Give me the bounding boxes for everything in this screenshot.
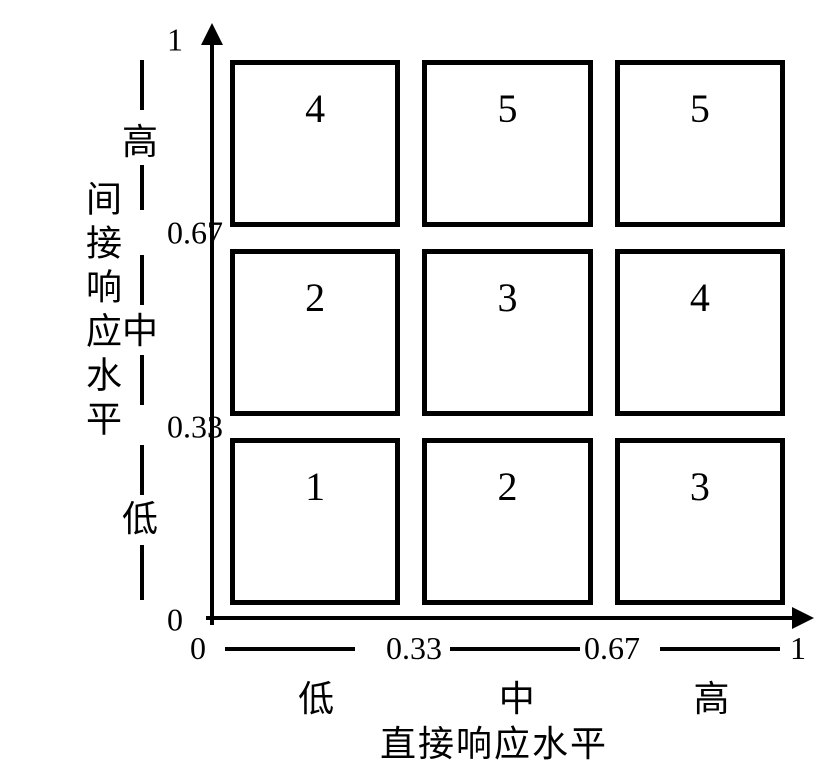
matrix-cell: 4 (230, 60, 400, 227)
y-range-line (140, 545, 144, 600)
x-range-line (225, 647, 355, 651)
matrix-cell: 3 (422, 249, 592, 416)
x-range-line (450, 647, 580, 651)
y-range-line (140, 355, 144, 405)
y-category: 中 (122, 302, 158, 354)
y-category-labels: 高 中 低 (122, 45, 162, 610)
y-axis-line (210, 35, 214, 625)
y-axis-arrow (201, 23, 223, 45)
y-category: 高 (122, 113, 158, 165)
y-range-line (140, 165, 144, 210)
x-tick: 0 (190, 630, 206, 667)
plot-area: 4 5 5 2 3 4 1 2 3 (210, 45, 800, 620)
y-range-line (140, 445, 144, 495)
y-tick: 0 (167, 602, 183, 639)
x-tick: 1 (790, 630, 806, 667)
matrix-cell: 5 (615, 60, 785, 227)
y-tick-labels: 1 0.67 0.33 0 (167, 40, 207, 620)
x-category-labels: 低 中 高 (210, 670, 800, 710)
x-range-line (660, 647, 780, 651)
x-tick: 0.33 (386, 630, 442, 667)
matrix-cell: 2 (422, 438, 592, 605)
y-range-line (140, 60, 144, 110)
x-axis-line (206, 616, 806, 620)
matrix-cell: 2 (230, 249, 400, 416)
x-tick: 0.67 (584, 630, 640, 667)
matrix-cell: 3 (615, 438, 785, 605)
matrix-cell: 1 (230, 438, 400, 605)
matrix-grid: 4 5 5 2 3 4 1 2 3 (230, 60, 785, 605)
x-axis-arrow (792, 607, 814, 629)
x-category: 高 (693, 670, 729, 722)
matrix-cell: 5 (422, 60, 592, 227)
matrix-cell: 4 (615, 249, 785, 416)
y-axis-title: 间接响应水平 (75, 180, 127, 444)
y-range-line (140, 255, 144, 305)
y-tick: 1 (167, 22, 183, 59)
y-category: 低 (122, 490, 158, 542)
x-axis-title: 直接响应水平 (380, 715, 608, 767)
x-category: 低 (298, 670, 334, 722)
matrix-chart: 间接响应水平 1 0.67 0.33 0 高 中 低 4 5 5 2 3 4 1… (50, 30, 820, 750)
